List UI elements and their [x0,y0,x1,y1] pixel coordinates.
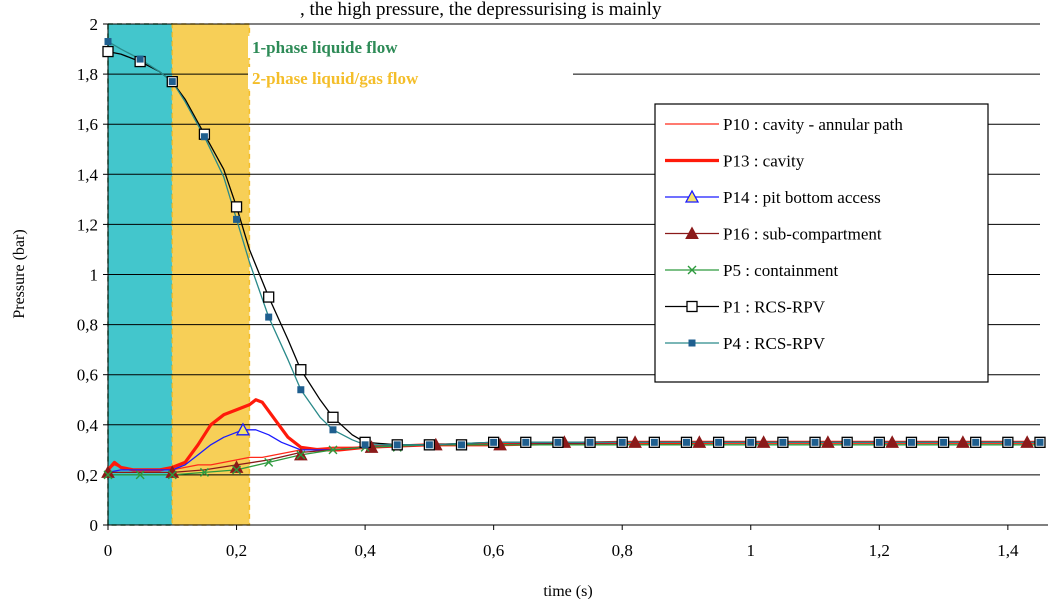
series-7-marker-26 [940,438,948,446]
y-tick-label-3: 0,6 [77,366,98,385]
series-7-marker-7 [329,426,337,434]
phase-label-2: 2-phase liquid/gas flow [252,69,419,88]
series-7-marker-9 [393,441,401,449]
series-6-marker-7 [327,411,339,423]
series-4-marker-12 [885,435,900,448]
x-tick-label-6: 1,2 [869,541,890,560]
series-4-marker-10 [756,435,771,448]
series-7-marker-15 [586,438,594,446]
x-tick-label-2: 0,4 [354,541,376,560]
series-7-marker-10 [425,441,433,449]
x-tick-label-4: 0,8 [612,541,633,560]
series-7-marker-22 [811,438,819,446]
phase-labels: 1-phase liquide flow 2-phase liquid/gas f… [248,36,573,89]
series-7-marker-8 [361,441,369,449]
x-tick-label-1: 0,2 [226,541,247,560]
top-caption-fragment: , the high pressure, the depressurising … [300,0,662,20]
series-7-marker-12 [490,438,498,446]
x-tick-label-5: 1 [747,541,756,560]
series-6-marker-6 [295,364,307,376]
series-7-marker-21 [779,438,787,446]
series-7-marker-27 [972,438,980,446]
series-7-marker-0 [104,38,112,46]
y-tick-label-4: 0,8 [77,316,98,335]
series-7-marker-14 [554,438,562,446]
series-7-marker-3 [200,133,208,141]
y-tick-label-5: 1 [90,266,99,285]
series-7-marker-28 [1004,438,1012,446]
series-7-marker-5 [265,313,273,321]
legend-label-7: P4 : RCS-RPV [723,334,826,353]
y-tick-label-6: 1,2 [77,215,98,234]
series-markers [101,38,1046,480]
series-5-marker-6 [296,450,306,460]
x-axis-label: time (s) [543,583,592,599]
series-4-marker-8 [628,435,642,448]
series-5-marker-7 [328,445,338,455]
x-tick-label-7: 1,4 [997,541,1019,560]
legend-label-5: P5 : containment [723,261,838,280]
series-5-marker-5 [264,457,274,467]
series-7-marker-17 [650,438,658,446]
axes: 0 0,2 0,4 0,6 0,8 1 1,2 1,4 1,6 1,8 2 0 0,2 0,4 0,6 0,8… [77,15,1048,560]
series-5-marker-0 [103,470,113,480]
series-7-marker-29 [1036,438,1044,446]
legend-box [654,103,989,383]
series-7-marker-4 [233,215,241,223]
y-tick-label-9: 1,8 [77,65,98,84]
legend: P10 : cavity - annular path P13 : cavity P… [654,103,989,383]
series-6-marker-5 [263,291,275,303]
y-tick-label-0: 0 [90,516,99,535]
series-6-marker-0 [102,45,114,58]
series-7-marker-18 [682,438,690,446]
legend-marker-5 [687,265,697,275]
series-7-marker-23 [843,438,851,446]
legend-label-1: P10 : cavity - annular path [723,115,903,134]
series-7-marker-6 [297,386,305,394]
series-4-marker-13 [956,435,970,448]
series-5-marker-2 [167,470,177,480]
legend-label-3: P14 : pit bottom access [723,188,881,207]
legend-marker-6 [686,300,698,313]
series-3-marker-0 [235,422,251,436]
legend-label-2: P13 : cavity [723,152,805,171]
y-tick-label-7: 1,4 [77,165,99,184]
series-7-marker-11 [458,441,466,449]
series-5-marker-4 [232,465,242,475]
y-tick-label-1: 0,2 [77,466,98,485]
x-tick-label-0: 0 [104,541,113,560]
series-5-marker-3 [199,467,209,477]
series-7-marker-16 [618,438,626,446]
y-tick-label-2: 0,4 [77,416,99,435]
series-7-marker-2 [168,78,176,86]
series-7-marker-13 [522,438,530,446]
series-5-marker-1 [135,470,145,480]
series-4-marker-14 [1020,435,1034,448]
phase-label-bg-1 [248,36,573,58]
series-7-marker-24 [875,438,883,446]
x-tick-label-3: 0,6 [483,541,504,560]
y-axis-label: Pressure (bar) [11,229,28,318]
gridlines [108,23,1040,476]
legend-marker-4 [685,226,699,239]
phase-label-1: 1-phase liquide flow [252,38,398,57]
series-7-marker-20 [747,438,755,446]
series-7-marker-1 [136,55,144,63]
legend-label-4: P16 : sub-compartment [723,225,882,244]
phase-label-bg-2 [248,67,573,89]
series-4-marker-11 [821,435,835,448]
series-7-marker-19 [715,438,723,446]
y-tick-label-8: 1,6 [77,115,98,134]
legend-label-6: P1 : RCS-RPV [723,298,826,317]
legend-marker-7 [688,339,696,347]
series-7-marker-25 [907,438,915,446]
y-tick-label-10: 2 [90,15,99,34]
series-4-marker-9 [692,435,707,448]
series-6-marker-4 [230,201,243,213]
legend-marker-3 [684,189,700,203]
